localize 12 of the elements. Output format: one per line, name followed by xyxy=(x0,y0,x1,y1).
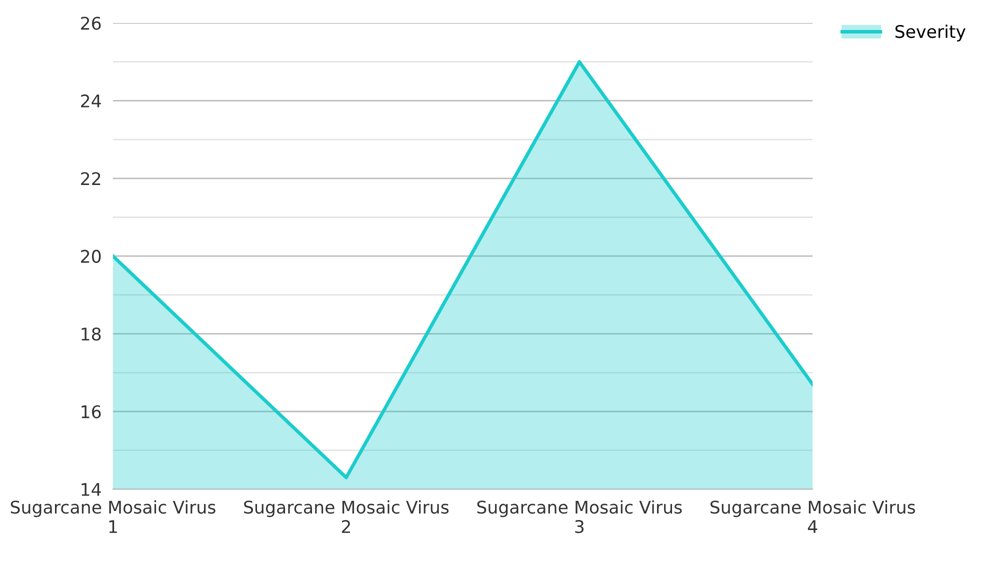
x-tick-label: Sugarcane Mosaic Virus 1 xyxy=(10,500,216,533)
y-tick-label: 16 xyxy=(82,405,101,418)
x-tick-label: Sugarcane Mosaic Virus 4 xyxy=(710,500,916,533)
y-tick-label: 22 xyxy=(81,172,100,185)
y-tick-label: 18 xyxy=(82,328,101,341)
x-tick-label: Sugarcane Mosaic Virus 3 xyxy=(477,500,682,534)
legend-label: Severity xyxy=(895,24,966,42)
y-tick-label: 20 xyxy=(81,250,101,263)
x-tick-label: Sugarcane Mosaic Virus 2 xyxy=(244,500,449,533)
y-tick-label: 24 xyxy=(81,94,101,108)
y-tick-label: 14 xyxy=(82,483,101,496)
y-tick-label: 26 xyxy=(81,16,101,30)
